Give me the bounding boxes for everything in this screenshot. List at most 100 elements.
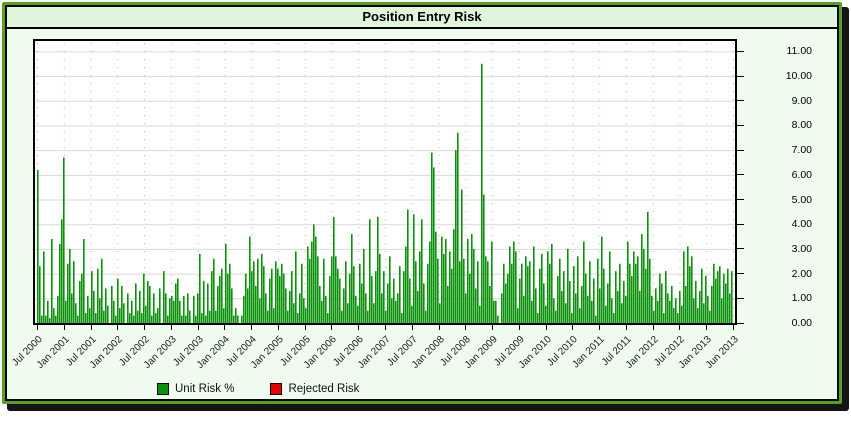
unit-risk-bar (183, 295, 185, 323)
unit-risk-bar (111, 285, 113, 323)
unit-risk-bar (725, 283, 727, 323)
x-axis-tick (733, 325, 734, 330)
unit-risk-bar (199, 253, 201, 323)
unit-risk-bar (177, 278, 179, 323)
unit-risk-bar (399, 266, 401, 323)
unit-risk-bar (261, 253, 263, 323)
unit-risk-bar (317, 256, 319, 323)
unit-risk-bar (93, 290, 95, 323)
unit-risk-bar (269, 278, 271, 323)
unit-risk-bar (563, 271, 565, 323)
unit-risk-bar (65, 300, 67, 323)
unit-risk-bar (521, 263, 523, 323)
unit-risk-bar (91, 271, 93, 323)
unit-risk-bar (237, 315, 239, 323)
unit-risk-bar (567, 248, 569, 323)
unit-risk-bar (629, 263, 631, 323)
unit-risk-bar (119, 308, 121, 323)
unit-risk-bar (393, 278, 395, 323)
unit-risk-bar (223, 308, 225, 323)
unit-risk-bar (335, 256, 337, 323)
unit-risk-bar (131, 300, 133, 323)
unit-risk-bar (729, 293, 731, 323)
unit-risk-bar (265, 293, 267, 323)
unit-risk-bar (341, 310, 343, 323)
unit-risk-bar (163, 271, 165, 323)
unit-risk-bar (555, 310, 557, 323)
unit-risk-bar (565, 303, 567, 323)
unit-risk-bar (181, 315, 183, 323)
unit-risk-bar (517, 308, 519, 323)
unit-risk-bar (333, 216, 335, 323)
unit-risk-bar (355, 295, 357, 323)
unit-risk-bar (453, 229, 455, 323)
unit-risk-bar (213, 258, 215, 323)
unit-risk-bar (419, 251, 421, 323)
chart-title: Position Entry Risk (362, 9, 482, 24)
plot-area (33, 39, 737, 325)
unit-risk-bar (73, 261, 75, 323)
unit-risk-bar (427, 263, 429, 323)
unit-risk-bar (357, 305, 359, 323)
unit-risk-bar (613, 313, 615, 323)
unit-risk-bar (705, 276, 707, 323)
unit-risk-bar (209, 310, 211, 323)
unit-risk-bar (503, 263, 505, 323)
unit-risk-bar (67, 263, 69, 323)
x-axis-tick (572, 325, 574, 330)
unit-risk-bar (673, 308, 675, 323)
unit-risk-bar (365, 293, 367, 323)
unit-risk-bar (241, 315, 243, 323)
unit-risk-bar (307, 246, 309, 323)
unit-risk-bar (271, 268, 273, 323)
unit-risk-bar (157, 308, 159, 323)
unit-risk-bar (571, 313, 573, 323)
unit-risk-bar (707, 295, 709, 323)
unit-risk-bar (247, 288, 249, 323)
unit-risk-bar (465, 293, 467, 323)
unit-risk-bar (661, 283, 663, 323)
unit-risk-bar (279, 276, 281, 323)
legend-item-unit-risk: Unit Risk % (157, 383, 234, 395)
unit-risk-bar (545, 305, 547, 323)
unit-risk-bar (165, 293, 167, 323)
unit-risk-bar (139, 290, 141, 323)
unit-risk-bar (523, 295, 525, 323)
unit-risk-bar (229, 263, 231, 323)
unit-risk-bar (573, 266, 575, 323)
unit-risk-bar (583, 241, 585, 323)
x-axis-tick (545, 325, 547, 330)
unit-risk-bar (359, 263, 361, 323)
unit-risk-bar (651, 295, 653, 323)
unit-risk-bar (589, 261, 591, 323)
unit-risk-bar (699, 290, 701, 323)
unit-risk-bar (731, 271, 733, 323)
unit-risk-bar (207, 283, 209, 323)
unit-risk-bar (639, 290, 641, 323)
unit-risk-bar (701, 268, 703, 323)
unit-risk-bar (243, 295, 245, 323)
legend: Unit Risk % Rejected Risk (157, 383, 359, 395)
x-axis-tick (518, 325, 520, 330)
unit-risk-bar (391, 298, 393, 323)
unit-risk-bar (375, 271, 377, 323)
unit-risk-bar (129, 313, 131, 323)
unit-risk-bar (149, 285, 151, 323)
unit-risk-bar (491, 241, 493, 323)
unit-risk-bar (259, 298, 261, 323)
unit-risk-bar (525, 256, 527, 323)
y-axis-tick (737, 100, 744, 102)
unit-risk-bar (41, 315, 43, 323)
rejected-risk-swatch-icon (270, 383, 283, 395)
unit-risk-bar (293, 303, 295, 323)
unit-risk-bar (635, 263, 637, 323)
y-axis-tick (737, 223, 744, 225)
unit-risk-bar (431, 152, 433, 323)
unit-risk-bar (133, 315, 135, 323)
unit-risk-bar (105, 288, 107, 323)
y-axis-label: 4.00 (791, 218, 812, 231)
unit-risk-bar (605, 305, 607, 323)
unit-risk-bar (461, 189, 463, 323)
unit-risk-bar (479, 305, 481, 323)
unit-risk-bar (383, 271, 385, 323)
